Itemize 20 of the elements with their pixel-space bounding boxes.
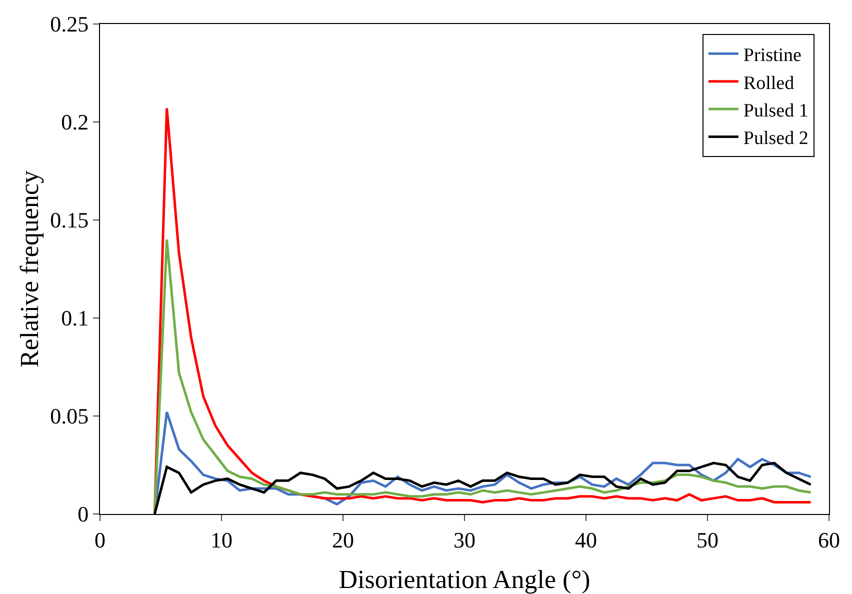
y-tick-label: 0 (78, 502, 89, 527)
x-axis-title: Disorientation Angle (°) (338, 565, 590, 594)
x-tick-label: 10 (210, 527, 232, 552)
y-tick-label: 0.1 (61, 306, 89, 331)
y-tick-label: 0.2 (61, 110, 89, 135)
x-tick-label: 20 (332, 527, 354, 552)
legend-label: Pulsed 1 (743, 100, 808, 122)
y-tick-label: 0.05 (50, 404, 89, 429)
x-tick-label: 40 (575, 527, 597, 552)
legend-label: Rolled (743, 72, 795, 94)
legend-label: Pristine (743, 45, 802, 66)
y-axis-title: Relative frequency (15, 170, 44, 368)
legend-label: Pulsed 2 (743, 128, 808, 150)
x-tick-label: 50 (696, 527, 718, 552)
x-tick-label: 0 (94, 527, 106, 552)
x-tick-label: 30 (454, 527, 476, 552)
y-tick-label: 0.25 (50, 12, 89, 37)
x-tick-label: 60 (818, 527, 840, 552)
line-series (153, 238, 812, 514)
y-tick-label: 0.15 (50, 208, 89, 233)
